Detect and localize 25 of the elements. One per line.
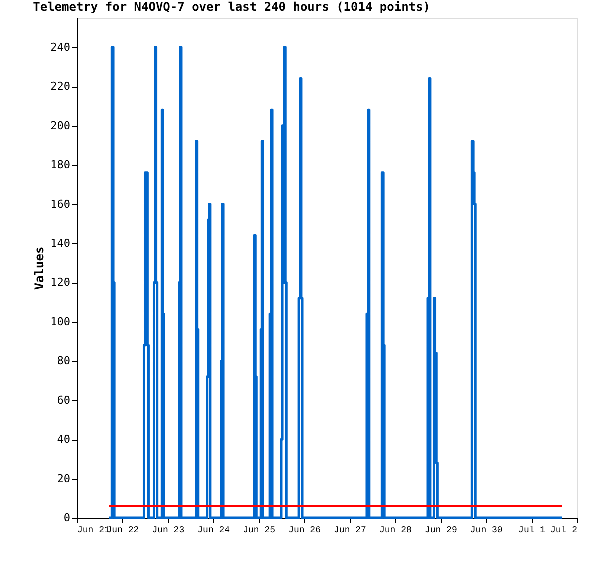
y-tick-label: 80 [57,354,70,368]
y-tick-label: 160 [50,198,70,211]
y-tick-label: 120 [50,276,70,290]
y-tick-label: 60 [57,394,70,407]
x-tick-label: Jun 24 [198,526,230,536]
y-tick-label: 100 [50,315,70,328]
y-tick-label: 180 [50,158,70,172]
y-tick-label: 200 [50,119,70,132]
x-tick-label: Jun 28 [379,526,412,536]
x-tick-label: Jun 23 [152,526,185,536]
x-tick-label: Jun 25 [243,526,276,536]
y-tick-label: 0 [64,512,70,524]
x-tick-label: Jun 27 [334,526,366,536]
x-tick-label: Jun 30 [470,526,503,536]
y-tick-label: 20 [57,472,70,486]
x-tick-label: Jun 29 [424,526,458,536]
x-tick-label: Jul 1 [518,526,546,536]
y-tick-label: 240 [50,40,70,54]
y-tick-label: 140 [50,236,70,250]
x-tick-label: Jul 2 [550,526,578,536]
y-tick-label: 220 [50,80,70,94]
x-tick-label: Jun 26 [288,526,321,536]
y-tick-label: 40 [57,433,70,446]
y-axis-title: Values [32,246,47,290]
chart-title: Telemetry for N4OVQ-7 over last 240 hours (1014 points) [33,0,430,14]
